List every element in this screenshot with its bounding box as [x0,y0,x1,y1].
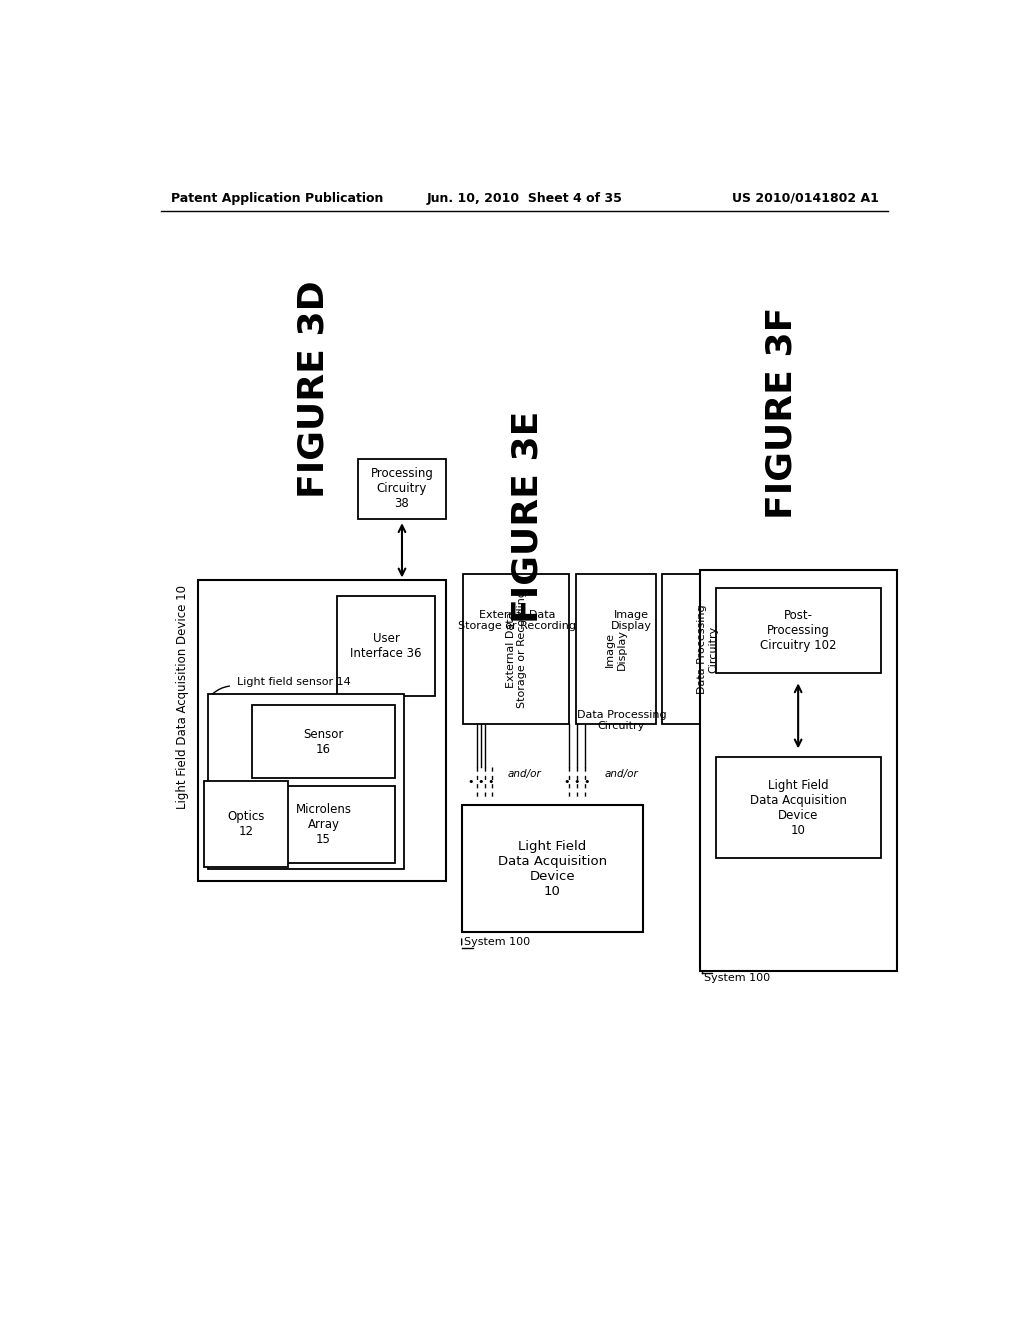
Text: Image
Display: Image Display [605,628,627,669]
Text: Processing
Circuitry
38: Processing Circuitry 38 [371,467,433,511]
Bar [581,570,681,671]
Text: Patent Application Publication: Patent Application Publication [171,191,383,205]
Text: System 100: System 100 [464,937,530,948]
Text: Sensor
16: Sensor 16 [303,727,344,755]
Bar [337,595,435,696]
Bar [463,574,569,725]
Bar [462,805,643,932]
Bar [575,574,656,725]
Text: Post-
Processing
Circuitry 102: Post- Processing Circuitry 102 [760,609,837,652]
Bar [462,570,573,671]
Text: Image
Display: Image Display [610,610,651,631]
Bar [562,682,681,759]
Text: Data Processing
Circuitry: Data Processing Circuitry [697,605,719,694]
Text: User
Interface 36: User Interface 36 [350,632,422,660]
Text: External Data
Storage or Recording: External Data Storage or Recording [459,610,577,631]
Text: and/or: and/or [508,770,542,779]
Text: FIGURE 3D: FIGURE 3D [296,281,330,498]
Bar [700,570,897,970]
Bar [662,574,755,725]
Text: US 2010/0141802 A1: US 2010/0141802 A1 [732,191,879,205]
Text: Light Field
Data Acquisition
Device
10: Light Field Data Acquisition Device 10 [498,840,606,898]
Text: System 100: System 100 [705,973,770,983]
Text: • • •: • • • [468,777,495,787]
Bar [357,459,446,519]
Bar [199,581,446,880]
Bar [208,693,403,869]
Bar [454,558,692,789]
Text: Data Processing
Circuitry: Data Processing Circuitry [577,710,667,731]
Text: • • •: • • • [564,777,591,787]
Text: Jun. 10, 2010  Sheet 4 of 35: Jun. 10, 2010 Sheet 4 of 35 [427,191,623,205]
Bar [205,780,288,867]
Text: Microlens
Array
15: Microlens Array 15 [296,803,351,846]
Text: Light Field
Data Acquisition
Device
10: Light Field Data Acquisition Device 10 [751,779,847,837]
Bar [252,785,394,863]
Text: Light Field Data Acquisition Device 10: Light Field Data Acquisition Device 10 [176,585,189,809]
Bar [716,758,882,858]
Text: Optics
12: Optics 12 [227,809,265,838]
Text: and/or: and/or [604,770,638,779]
Text: Light field sensor 14: Light field sensor 14 [237,677,350,686]
Bar [252,705,394,779]
Text: External Data
Storage or Recording: External Data Storage or Recording [506,590,527,709]
Bar [716,589,882,673]
Text: FIGURE 3E: FIGURE 3E [510,411,544,623]
Text: FIGURE 3F: FIGURE 3F [764,306,799,519]
